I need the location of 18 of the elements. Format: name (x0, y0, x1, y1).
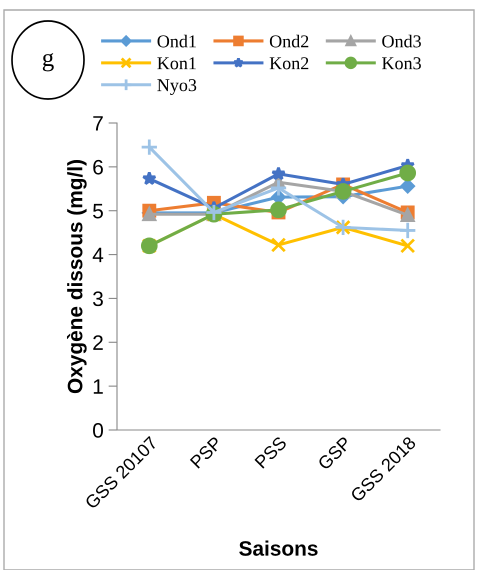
y-tick-label: 7 (93, 116, 103, 131)
y-tick-label: 6 (93, 160, 103, 175)
y-tick-label: 0 (93, 423, 103, 438)
y-tick-label: 2 (93, 335, 103, 350)
y-tick-label: 3 (93, 291, 103, 306)
y-tick-label: 4 (92, 248, 104, 262)
legend-label: Ond2 (270, 34, 308, 48)
legend-label: Ond3 (382, 34, 421, 48)
y-tick-label: 5 (93, 204, 103, 218)
legend-label: Kon3 (382, 57, 421, 70)
text: g (42, 53, 54, 72)
legend-label: Kon2 (270, 57, 308, 70)
y-tick-label: 1 (94, 379, 103, 394)
y-axis-title: Oxygène dissous (mg/l) (66, 160, 87, 394)
legend-label: Ond1 (158, 34, 196, 48)
legend-label: Nyo3 (157, 79, 196, 95)
legend-label: Kon1 (157, 57, 196, 70)
x-axis-title: Saisons (239, 540, 318, 556)
